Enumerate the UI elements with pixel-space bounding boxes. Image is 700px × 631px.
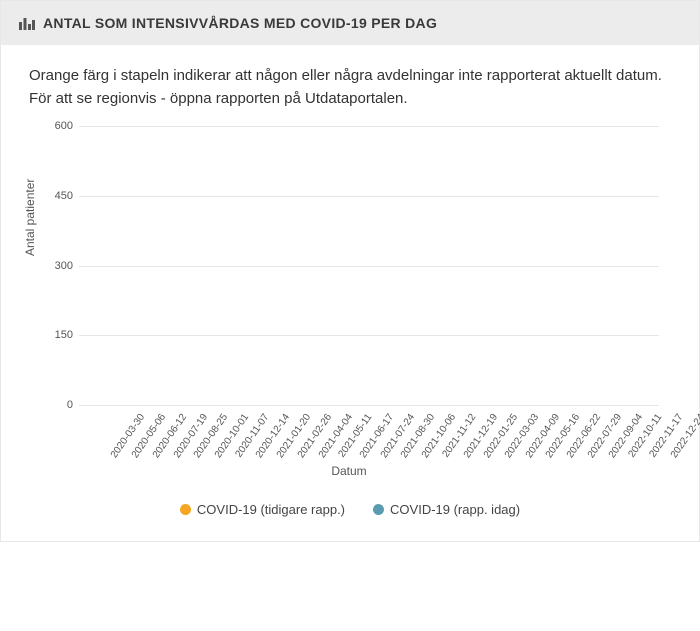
y-tick-label: 450: [43, 190, 73, 202]
grid-line: [79, 196, 659, 197]
legend-item-today: COVID-19 (rapp. idag): [373, 502, 520, 517]
plot-area: 0150300450600: [79, 126, 659, 406]
x-axis-label: Datum: [331, 464, 366, 478]
grid-line: [79, 335, 659, 336]
legend-label: COVID-19 (rapp. idag): [390, 502, 520, 517]
legend-swatch-icon: [373, 504, 384, 515]
legend: COVID-19 (tidigare rapp.) COVID-19 (rapp…: [29, 496, 671, 531]
x-ticks: 2020-03-302020-05-062020-06-122020-07-19…: [79, 408, 659, 478]
panel-header: ANTAL SOM INTENSIVVÅRDAS MED COVID-19 PE…: [1, 1, 699, 45]
grid-line: [79, 266, 659, 267]
chart: Antal patienter 0150300450600 2020-03-30…: [29, 126, 669, 496]
y-tick-label: 300: [43, 260, 73, 272]
bar-chart-icon: [19, 16, 35, 30]
legend-swatch-icon: [180, 504, 191, 515]
panel: ANTAL SOM INTENSIVVÅRDAS MED COVID-19 PE…: [0, 0, 700, 542]
panel-body: Orange färg i stapeln indikerar att någo…: [1, 45, 699, 541]
y-axis-label: Antal patienter: [23, 179, 37, 256]
chart-description: Orange färg i stapeln indikerar att någo…: [29, 65, 671, 110]
grid-line: [79, 126, 659, 127]
y-tick-label: 600: [43, 120, 73, 132]
legend-item-prev: COVID-19 (tidigare rapp.): [180, 502, 345, 517]
grid-line: [79, 405, 659, 406]
panel-title: ANTAL SOM INTENSIVVÅRDAS MED COVID-19 PE…: [43, 15, 437, 31]
y-tick-label: 150: [43, 329, 73, 341]
legend-label: COVID-19 (tidigare rapp.): [197, 502, 345, 517]
y-tick-label: 0: [43, 399, 73, 411]
